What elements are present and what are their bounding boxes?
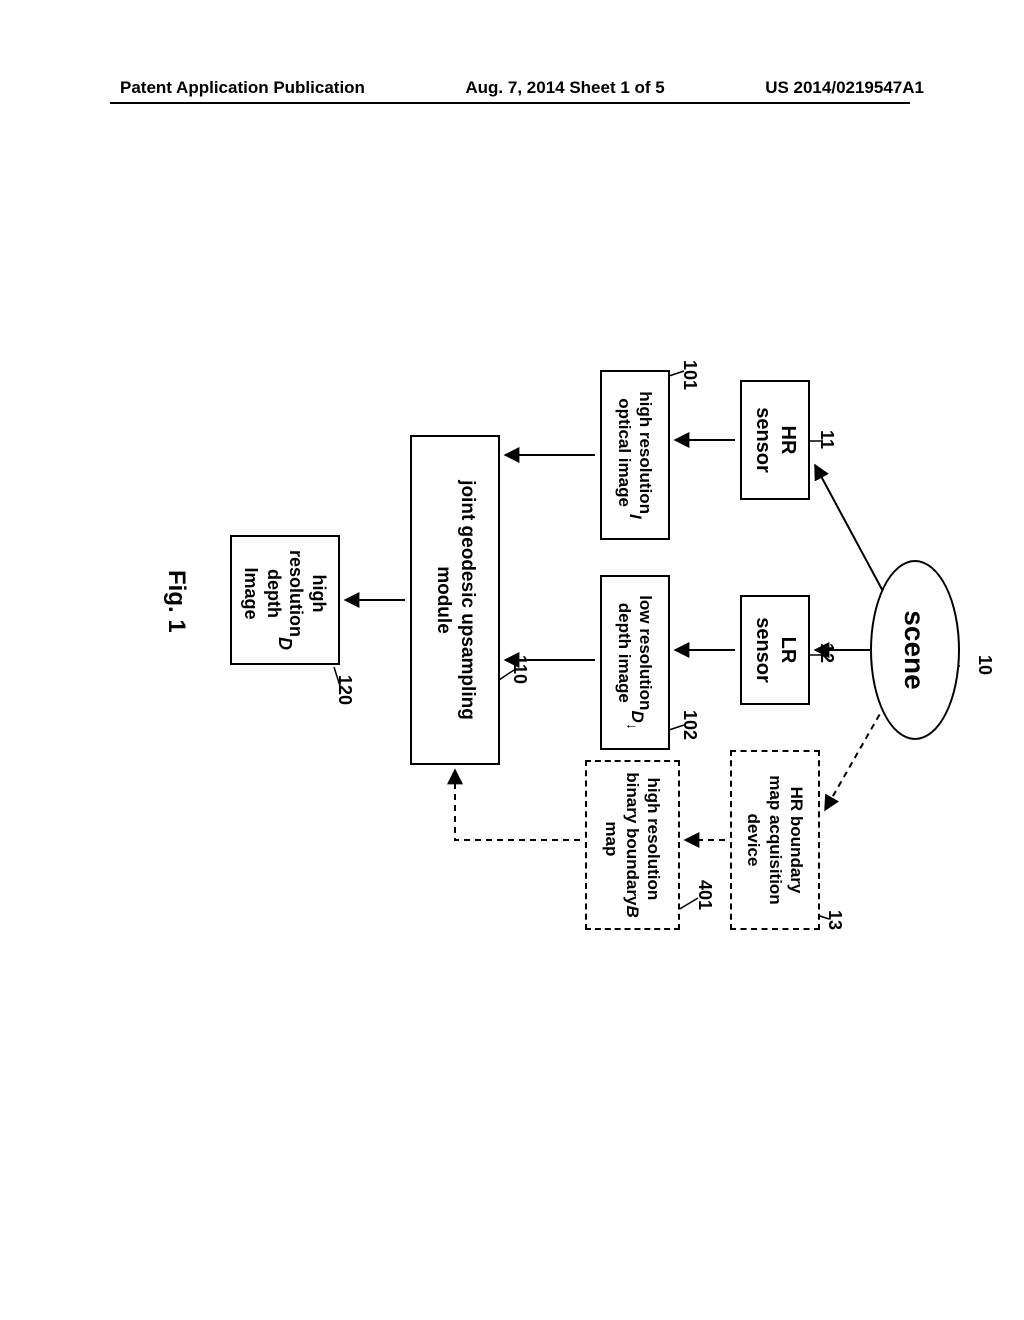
node-hr_depth: highresolutiondepthImage D [230,535,340,665]
edge-scene-hr_bmap_device [825,705,885,810]
ref-hr_bmap_device: 13 [824,910,845,930]
node-scene: scene [870,560,960,740]
figure-label: Fig. 1 [162,570,190,633]
edge-scene-hr_sensor [815,465,885,595]
ref-scene: 10 [974,655,995,675]
page: Patent Application Publication Aug. 7, 2… [0,0,1024,1320]
page-header: Patent Application Publication Aug. 7, 2… [0,78,1024,98]
ref-upsample: 110 [509,655,530,684]
ref-hr_optical: 101 [679,360,700,390]
node-hr_optical: high resolutionoptical image I [600,370,670,540]
ref-hr_sensor: 11 [816,430,837,449]
node-hr_sensor: HRsensor [740,380,810,500]
ref-lr_sensor: 12 [816,643,837,663]
ref-hr_depth: 120 [334,675,355,705]
node-lr_depth: low resolutiondepth image D↓ [600,575,670,750]
header-center: Aug. 7, 2014 Sheet 1 of 5 [465,78,664,98]
node-hr_bmap_device: HR boundarymap acquisitiondevice [730,750,820,930]
ref-lr_depth: 102 [679,710,700,740]
header-rule [110,102,910,104]
header-left: Patent Application Publication [120,78,365,98]
ref-hr_boundary: 401 [694,880,715,910]
header-right: US 2014/0219547A1 [765,78,924,98]
node-upsample: joint geodesic upsamplingmodule [410,435,500,765]
flowchart-diagram: scene HRsensor LRsensor HR boundarymap acqu… [120,370,960,930]
node-hr_boundary: high resolutionbinary boundarymap B [585,760,680,930]
node-lr_sensor: LRsensor [740,595,810,705]
edge-hr_boundary-upsample [455,770,580,840]
diagram-rotated-container: scene HRsensor LRsensor HR boundarymap acqu… [120,370,960,930]
